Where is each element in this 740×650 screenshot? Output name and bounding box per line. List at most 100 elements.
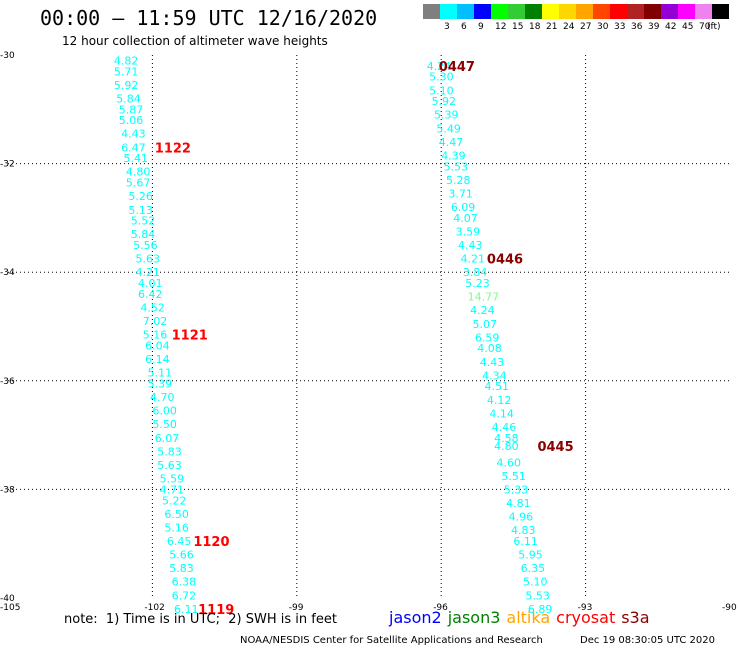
wave-height-value: 5.07 — [472, 318, 497, 331]
wave-height-value: 6.35 — [521, 562, 546, 575]
wave-height-value: 5.50 — [152, 418, 177, 431]
longitude-tick-label: -90 — [722, 603, 737, 613]
wave-height-value: 3.71 — [448, 187, 473, 200]
wave-height-value: 5.71 — [114, 65, 139, 78]
legend-swatch — [712, 4, 729, 19]
wave-height-value: 6.42 — [138, 288, 163, 301]
latitude-tick-label: -40 — [0, 594, 15, 604]
wave-height-value: 6.04 — [145, 340, 170, 353]
legend-swatch — [627, 4, 644, 19]
longitude-tick-label: -93 — [578, 603, 593, 613]
wave-height-value: 5.39 — [148, 378, 173, 391]
wave-height-value: 5.23 — [465, 277, 490, 290]
wave-height-value: 5.39 — [434, 109, 459, 122]
legend-swatch — [474, 4, 491, 19]
wave-height-value: 4.07 — [453, 212, 478, 225]
legend-label: 12 — [495, 22, 507, 32]
wave-height-value: 4.01 — [138, 277, 163, 290]
wave-height-value: 4.43 — [458, 239, 483, 252]
wave-height-value: 4.71 — [160, 483, 185, 496]
wave-height-value: 4.60 — [497, 456, 522, 469]
wave-height-value: 7.02 — [143, 315, 168, 328]
map-title: 00:00 – 11:59 UTC 12/16/2020 — [40, 6, 378, 30]
pass-time-label: 0446 — [487, 253, 523, 268]
wave-height-value: 4.52 — [140, 301, 165, 314]
wave-height-value: 5.63 — [157, 459, 182, 472]
wave-height-value: 6.45 — [167, 535, 192, 548]
wave-height-value: 5.26 — [128, 190, 153, 203]
color-legend: 3 6 9 12 15 18 21 24 27 30 33 36 39 42 45 70 (ft) — [423, 4, 729, 32]
wave-height-value: 6.11 — [174, 603, 199, 616]
legend-label: 27 — [580, 22, 592, 32]
wave-height-value: 5.28 — [446, 174, 471, 187]
legend-label: 21 — [546, 22, 558, 32]
wave-height-value: 5.11 — [148, 367, 173, 380]
wave-height-value: 5.06 — [119, 114, 144, 127]
wave-height-value: 4.21 — [460, 253, 485, 266]
legend-swatch — [491, 4, 508, 19]
wave-height-value: 5.83 — [169, 562, 194, 575]
wave-height-value: 4.08 — [477, 342, 502, 355]
wave-height-value: 4.43 — [480, 356, 505, 369]
wave-height-value: 5.53 — [444, 160, 469, 173]
wave-height-value: 4.34 — [482, 369, 507, 382]
longitude-tick-label: -96 — [433, 603, 448, 613]
wave-height-value: 5.51 — [501, 470, 526, 483]
credit-text: NOAA/NESDIS Center for Satellite Applica… — [240, 635, 543, 646]
legend-label: 70 — [699, 22, 711, 32]
wave-height-value: 5.84 — [131, 228, 156, 241]
wave-height-value: 5.67 — [126, 177, 151, 190]
wave-height-value: 6.38 — [172, 576, 197, 589]
legend-swatch — [423, 4, 440, 19]
wave-height-value: 5.56 — [133, 239, 158, 252]
wave-height-value: 5.30 — [429, 71, 454, 84]
wave-height-value: 6.11 — [513, 535, 538, 548]
wave-height-value: 5.83 — [157, 445, 182, 458]
longitude-tick-label: -102 — [144, 603, 164, 613]
wave-height-value: 5.59 — [160, 473, 185, 486]
wave-height-value: 4.46 — [492, 421, 517, 434]
wave-height-value: 5.95 — [518, 549, 543, 562]
wave-height-value: 4.47 — [439, 136, 464, 149]
pass-time-label: 1122 — [155, 141, 191, 156]
mission-name: jason2 — [389, 608, 442, 627]
wave-height-value: 4.81 — [506, 497, 531, 510]
wave-height-value: 4.70 — [150, 391, 175, 404]
mission-name: jason3 — [447, 608, 501, 627]
wave-height-value: 5.13 — [128, 204, 153, 217]
wave-height-value: 6.14 — [145, 353, 170, 366]
legend-swatch — [576, 4, 593, 19]
wave-height-value: 4.24 — [470, 304, 495, 317]
wave-height-value: 6.09 — [451, 201, 476, 214]
legend-label: 33 — [614, 22, 626, 32]
latitude-tick-label: -30 — [0, 51, 15, 61]
wave-height-value: 6.72 — [172, 589, 197, 602]
wave-height-value: 5.33 — [504, 483, 528, 496]
longitude-tick-label: -105 — [0, 603, 20, 613]
wave-height-value: 4.58 — [494, 432, 519, 445]
legend-swatch — [457, 4, 474, 19]
wave-height-value: 5.92 — [432, 95, 457, 108]
legend-label: 36 — [631, 22, 643, 32]
wave-height-value: 4.21 — [136, 266, 161, 279]
legend-swatch — [644, 4, 661, 19]
wave-height-value: 5.16 — [164, 521, 189, 534]
wave-height-value: 5.63 — [136, 253, 161, 266]
legend-swatch — [559, 4, 576, 19]
wave-height-value: 6.89 — [528, 603, 553, 616]
latitude-tick-label: -38 — [0, 485, 15, 495]
wave-height-value: 5.66 — [169, 549, 194, 562]
wave-height-value: 4.43 — [121, 128, 146, 141]
wave-height-value: 6.00 — [152, 405, 177, 418]
legend-label: 24 — [563, 22, 575, 32]
legend-swatch — [542, 4, 559, 19]
map-subtitle: 12 hour collection of altimeter wave hei… — [62, 34, 328, 48]
legend-swatch — [593, 4, 610, 19]
legend-label: 18 — [529, 22, 541, 32]
legend-label: 15 — [512, 22, 524, 32]
wave-height-value: 3.59 — [456, 225, 481, 238]
legend-unit: (ft) — [707, 22, 721, 32]
wave-height-value: 5.10 — [523, 576, 548, 589]
generated-timestamp: Dec 19 08:30:05 UTC 2020 — [580, 635, 715, 646]
